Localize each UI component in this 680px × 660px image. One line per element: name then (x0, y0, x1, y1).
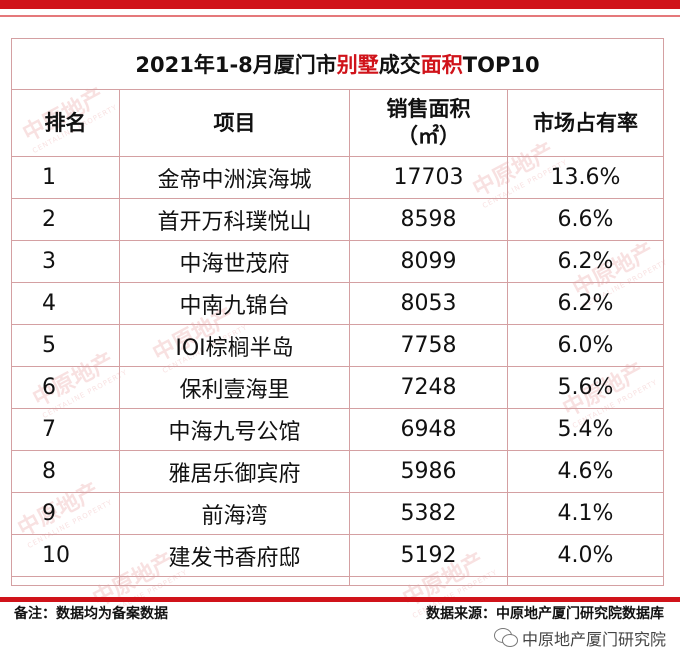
cell-area: 5986 (349, 450, 508, 493)
cell-area: 7248 (349, 366, 508, 409)
cell-share: 13.6% (507, 156, 664, 199)
footer-note: 备注：数据均为备案数据 (14, 606, 168, 622)
header-share: 市场占有率 (507, 89, 664, 157)
cell-area: 5382 (349, 492, 508, 535)
cell-rank: 4 (11, 282, 120, 325)
brand-name: 中原地产厦门研究院 (521, 630, 666, 649)
table-row: 9 前海湾 5382 4.1% (11, 492, 664, 535)
bottom-red-band (0, 597, 680, 602)
table-row: 4 中南九锦台 8053 6.2% (11, 282, 664, 325)
cell-rank: 2 (11, 198, 120, 241)
top-red-band (0, 0, 680, 9)
table-row: 7 中海九号公馆 6948 5.4% (11, 408, 664, 451)
top-thin-band (0, 15, 680, 17)
top10-table: 2021年1-8月厦门市别墅成交面积TOP10 排名 项目 销售面积 （㎡） 市场… (11, 38, 664, 586)
table-row: 1 金帝中洲滨海城 17703 13.6% (11, 156, 664, 199)
wechat-icon (493, 628, 518, 648)
cell-share: 5.6% (507, 366, 664, 409)
cell-project: 金帝中洲滨海城 (119, 156, 350, 199)
cell-project: 中海世茂府 (119, 240, 350, 283)
header-area: 销售面积 （㎡） (349, 89, 508, 157)
header-rank: 排名 (11, 89, 120, 157)
header-project: 项目 (119, 89, 350, 157)
cell-project: 中海九号公馆 (119, 408, 350, 451)
cell-project: 保利壹海里 (119, 366, 350, 409)
table-row: 2 首开万科璞悦山 8598 6.6% (11, 198, 664, 241)
cell-project: 建发书香府邸 (119, 534, 350, 577)
footer-source: 数据来源：中原地产厦门研究院数据库 (426, 606, 664, 622)
cell-project: 雅居乐御宾府 (119, 450, 350, 493)
cell-area: 8598 (349, 198, 508, 241)
cell-share: 4.6% (507, 450, 664, 493)
cell-share: 6.6% (507, 198, 664, 241)
cell-rank: 1 (11, 156, 120, 199)
cell-rank: 9 (11, 492, 120, 535)
cell-rank: 6 (11, 366, 120, 409)
cell-area: 8053 (349, 282, 508, 325)
cell-share: 4.1% (507, 492, 664, 535)
cell-share: 4.0% (507, 534, 664, 577)
table-row: 10 建发书香府邸 5192 4.0% (11, 534, 664, 577)
table-row: 5 IOI棕榈半岛 7758 6.0% (11, 324, 664, 367)
cell-area: 17703 (349, 156, 508, 199)
cell-rank: 10 (11, 534, 120, 577)
table-title: 2021年1-8月厦门市别墅成交面积TOP10 (11, 38, 664, 90)
cell-share: 6.2% (507, 240, 664, 283)
cell-rank: 3 (11, 240, 120, 283)
cell-share: 5.4% (507, 408, 664, 451)
cell-area: 6948 (349, 408, 508, 451)
cell-area: 8099 (349, 240, 508, 283)
cell-project: IOI棕榈半岛 (119, 324, 350, 367)
cell-area: 7758 (349, 324, 508, 367)
table-spacer-row (11, 576, 664, 586)
table-row: 8 雅居乐御宾府 5986 4.6% (11, 450, 664, 493)
cell-share: 6.0% (507, 324, 664, 367)
cell-rank: 7 (11, 408, 120, 451)
cell-rank: 8 (11, 450, 120, 493)
cell-project: 前海湾 (119, 492, 350, 535)
cell-rank: 5 (11, 324, 120, 367)
cell-share: 6.2% (507, 282, 664, 325)
cell-project: 中南九锦台 (119, 282, 350, 325)
cell-project: 首开万科璞悦山 (119, 198, 350, 241)
brand-badge: 中原地产厦门研究院 (493, 626, 666, 650)
cell-area: 5192 (349, 534, 508, 577)
table-row: 6 保利壹海里 7248 5.6% (11, 366, 664, 409)
table-row: 3 中海世茂府 8099 6.2% (11, 240, 664, 283)
